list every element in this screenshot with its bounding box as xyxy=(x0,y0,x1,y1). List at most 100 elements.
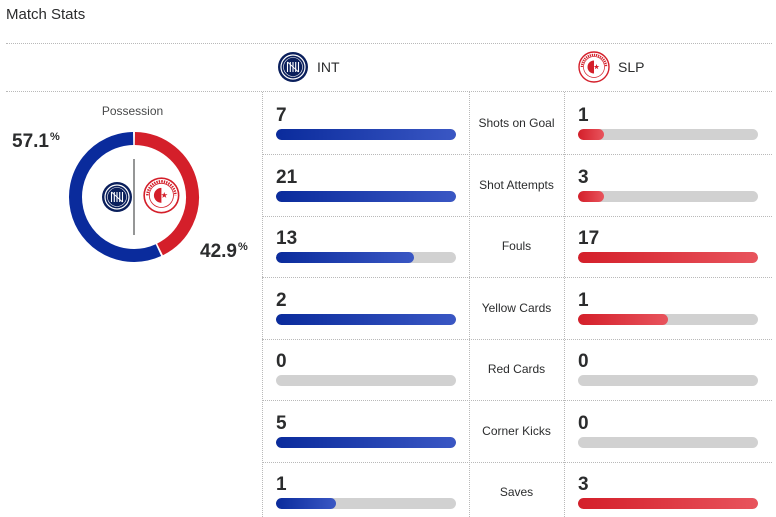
stat-label-cell: Shots on Goal xyxy=(469,92,564,154)
divider xyxy=(6,43,772,44)
divider xyxy=(469,92,470,517)
stat-slp-cell: 1 xyxy=(564,277,772,339)
stat-int-track xyxy=(276,498,456,509)
divider xyxy=(6,91,772,92)
row-divider xyxy=(262,400,772,401)
possession-arc-int xyxy=(69,132,162,262)
possession-int-value: 57.1% xyxy=(12,131,60,153)
team-header-int: INT xyxy=(277,51,340,83)
stat-slp-bar xyxy=(578,252,758,263)
stat-row: 7 Shots on Goal 1 xyxy=(262,92,772,155)
stat-slp-track xyxy=(578,375,758,386)
stat-int-value: 7 xyxy=(276,105,287,126)
row-divider xyxy=(262,338,772,340)
stat-row: 21 Shot Attempts 3 xyxy=(262,154,772,217)
stat-label-cell: Corner Kicks xyxy=(469,400,564,462)
stat-int-cell: 1 xyxy=(262,461,469,517)
stat-label-cell: Yellow Cards xyxy=(469,277,564,339)
stat-slp-track xyxy=(578,129,758,140)
stat-int-value: 5 xyxy=(276,412,287,434)
stat-int-value: 21 xyxy=(276,166,298,188)
stat-slp-cell: 3 xyxy=(564,461,772,517)
stat-int-bar xyxy=(276,313,456,325)
stat-int-bar xyxy=(276,498,336,509)
stat-slp-cell: 1 xyxy=(564,92,772,154)
slavia-praha-crest-icon xyxy=(143,177,180,214)
stat-slp-value: 17 xyxy=(578,228,600,249)
stat-slp-cell: 17 xyxy=(564,215,772,277)
row-divider xyxy=(262,154,772,155)
percent-symbol: % xyxy=(49,131,60,143)
stat-label: Shot Attempts xyxy=(479,177,554,192)
row-divider xyxy=(262,277,772,278)
stat-label-cell: Red Cards xyxy=(469,338,564,400)
team-abbr-slp: SLP xyxy=(618,59,645,75)
inter-crest-icon xyxy=(102,182,132,212)
slavia-praha-crest-icon xyxy=(578,51,610,83)
stat-slp-bar xyxy=(578,498,758,509)
stat-row: 2 Yellow Cards 1 xyxy=(262,277,772,340)
possession-arc-slp xyxy=(134,132,199,256)
stat-slp-bar xyxy=(578,190,604,202)
stat-label: Corner Kicks xyxy=(482,423,551,438)
stat-slp-value: 1 xyxy=(578,289,589,311)
stat-row: 5 Corner Kicks 0 xyxy=(262,400,772,463)
team-header-slp: SLP xyxy=(578,51,644,83)
stat-slp-cell: 0 xyxy=(564,400,772,462)
stat-slp-value: 3 xyxy=(578,166,589,188)
stat-int-bar xyxy=(276,190,456,202)
stat-int-cell: 0 xyxy=(262,338,469,400)
stat-slp-bar xyxy=(578,313,668,325)
stat-int-track xyxy=(276,436,456,448)
possession-label: Possession xyxy=(101,104,164,118)
stat-int-track xyxy=(276,129,456,140)
stat-label-cell: Shot Attempts xyxy=(469,154,564,216)
stat-int-cell: 7 xyxy=(262,92,469,154)
stat-slp-bar xyxy=(578,129,604,140)
stat-label-cell: Fouls xyxy=(469,215,564,277)
stat-slp-track xyxy=(578,436,758,448)
possession-panel: Possession 57.1% 42.9% xyxy=(6,92,259,517)
stat-int-track xyxy=(276,375,456,386)
row-divider xyxy=(262,215,772,217)
stat-label: Fouls xyxy=(501,239,532,253)
stat-slp-track xyxy=(578,252,758,263)
stat-label: Shots on Goal xyxy=(478,116,555,130)
stat-row: 0 Red Cards 0 xyxy=(262,338,772,401)
stat-slp-track xyxy=(578,190,758,202)
stat-int-value: 2 xyxy=(276,289,287,311)
percent-symbol: % xyxy=(237,241,248,253)
stat-label: Red Cards xyxy=(487,362,546,376)
stat-label-cell: Saves xyxy=(469,461,564,517)
possession-int-number: 57.1 xyxy=(12,131,49,152)
stat-row: 13 Fouls 17 xyxy=(262,215,772,278)
stat-int-bar xyxy=(276,252,414,263)
stat-int-bar xyxy=(276,436,456,448)
possession-slp-value: 42.9% xyxy=(200,241,248,263)
stat-int-bar xyxy=(276,129,456,140)
stat-int-value: 0 xyxy=(276,351,287,372)
stat-slp-value: 0 xyxy=(578,351,589,372)
stat-int-cell: 2 xyxy=(262,277,469,339)
page-title: Match Stats xyxy=(6,6,86,23)
stat-label: Saves xyxy=(499,485,534,499)
stat-int-track xyxy=(276,313,456,325)
stat-int-cell: 5 xyxy=(262,400,469,462)
stat-int-value: 13 xyxy=(276,228,298,249)
stat-slp-value: 3 xyxy=(578,474,589,495)
stat-int-track xyxy=(276,190,456,202)
team-abbr-int: INT xyxy=(317,59,340,75)
stat-slp-value: 0 xyxy=(578,412,589,434)
divider xyxy=(564,92,565,517)
possession-slp-number: 42.9 xyxy=(200,241,237,262)
possession-donut xyxy=(69,132,199,262)
row-divider xyxy=(262,461,772,463)
stat-int-track xyxy=(276,252,456,263)
stat-int-value: 1 xyxy=(276,474,287,495)
stat-slp-cell: 3 xyxy=(564,154,772,216)
stat-int-cell: 13 xyxy=(262,215,469,277)
divider xyxy=(262,92,263,517)
stat-slp-track xyxy=(578,498,758,509)
stat-label: Yellow Cards xyxy=(481,300,552,315)
inter-crest-icon xyxy=(278,52,308,82)
